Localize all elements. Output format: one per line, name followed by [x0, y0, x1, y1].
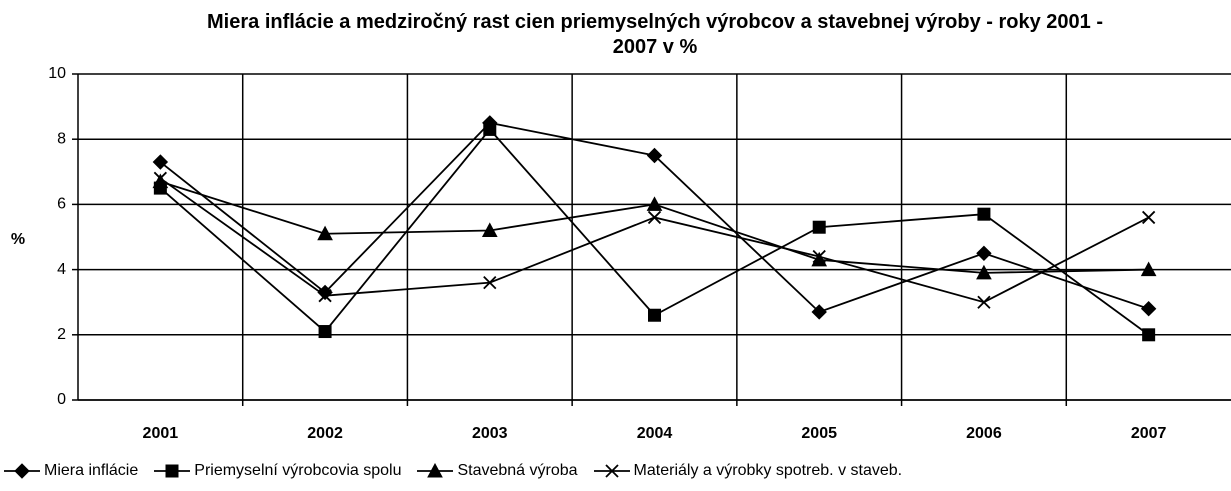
- marker: [153, 171, 167, 185]
- marker: [648, 308, 661, 322]
- marker: [646, 196, 663, 211]
- marker: [812, 249, 826, 264]
- marker: [647, 210, 662, 225]
- legend-label: Materiály a výrobky spotreb. v staveb.: [633, 462, 903, 479]
- legend-item: Materiály a výrobky spotreb. v staveb.: [592, 462, 903, 480]
- legend-label: Miera inflácie: [44, 462, 139, 479]
- marker: [152, 154, 169, 170]
- y-tick-label: 8: [57, 130, 66, 147]
- marker: [1142, 210, 1156, 225]
- legend-swatch: [593, 464, 630, 478]
- y-tick-label: 6: [57, 196, 66, 213]
- marker: [427, 463, 444, 478]
- marker: [976, 264, 992, 280]
- marker: [14, 463, 30, 479]
- x-tick-label: 2006: [966, 425, 1002, 442]
- y-tick-label: 10: [48, 65, 66, 82]
- marker: [318, 289, 332, 303]
- marker: [318, 325, 332, 339]
- x-tick-label: 2002: [307, 425, 343, 442]
- marker: [483, 276, 497, 290]
- legend-swatch: [417, 463, 454, 478]
- marker: [1140, 301, 1157, 317]
- marker: [977, 207, 991, 221]
- x-tick-label: 2003: [472, 425, 508, 442]
- legend-item: Stavebná výroba: [415, 462, 578, 480]
- x-tick-label: 2004: [637, 425, 673, 442]
- y-tick-label: 0: [57, 391, 66, 408]
- x-tick-label: 2001: [143, 425, 179, 442]
- marker: [976, 245, 992, 262]
- legend-swatch: [154, 464, 191, 478]
- marker: [1142, 328, 1156, 342]
- chart-title: Miera inflácie a medziročný rast cien pr…: [207, 11, 1103, 58]
- x-tick-label: 2005: [801, 425, 837, 442]
- x-tick-label: 2007: [1131, 425, 1167, 442]
- y-tick-label: 2: [57, 326, 66, 343]
- marker: [604, 464, 619, 478]
- marker: [646, 147, 663, 164]
- marker: [812, 220, 826, 234]
- legend-item: Priemyselní výrobcovia spolu: [152, 462, 401, 480]
- marker: [483, 122, 497, 136]
- y-axis-label: %: [11, 231, 25, 248]
- marker: [811, 304, 827, 320]
- legend-label: Stavebná výroba: [457, 462, 578, 479]
- marker: [977, 295, 991, 309]
- marker: [165, 464, 179, 478]
- legend-label: Priemyselní výrobcovia spolu: [194, 462, 402, 479]
- marker: [1140, 261, 1157, 277]
- marker: [481, 222, 498, 237]
- y-tick-label: 4: [57, 261, 66, 278]
- legend-swatch: [4, 463, 40, 479]
- marker: [317, 225, 333, 241]
- legend: Miera inflácie Priemyselní výrobcovia spo…: [2, 462, 902, 480]
- legend-item: Miera inflácie: [2, 462, 138, 480]
